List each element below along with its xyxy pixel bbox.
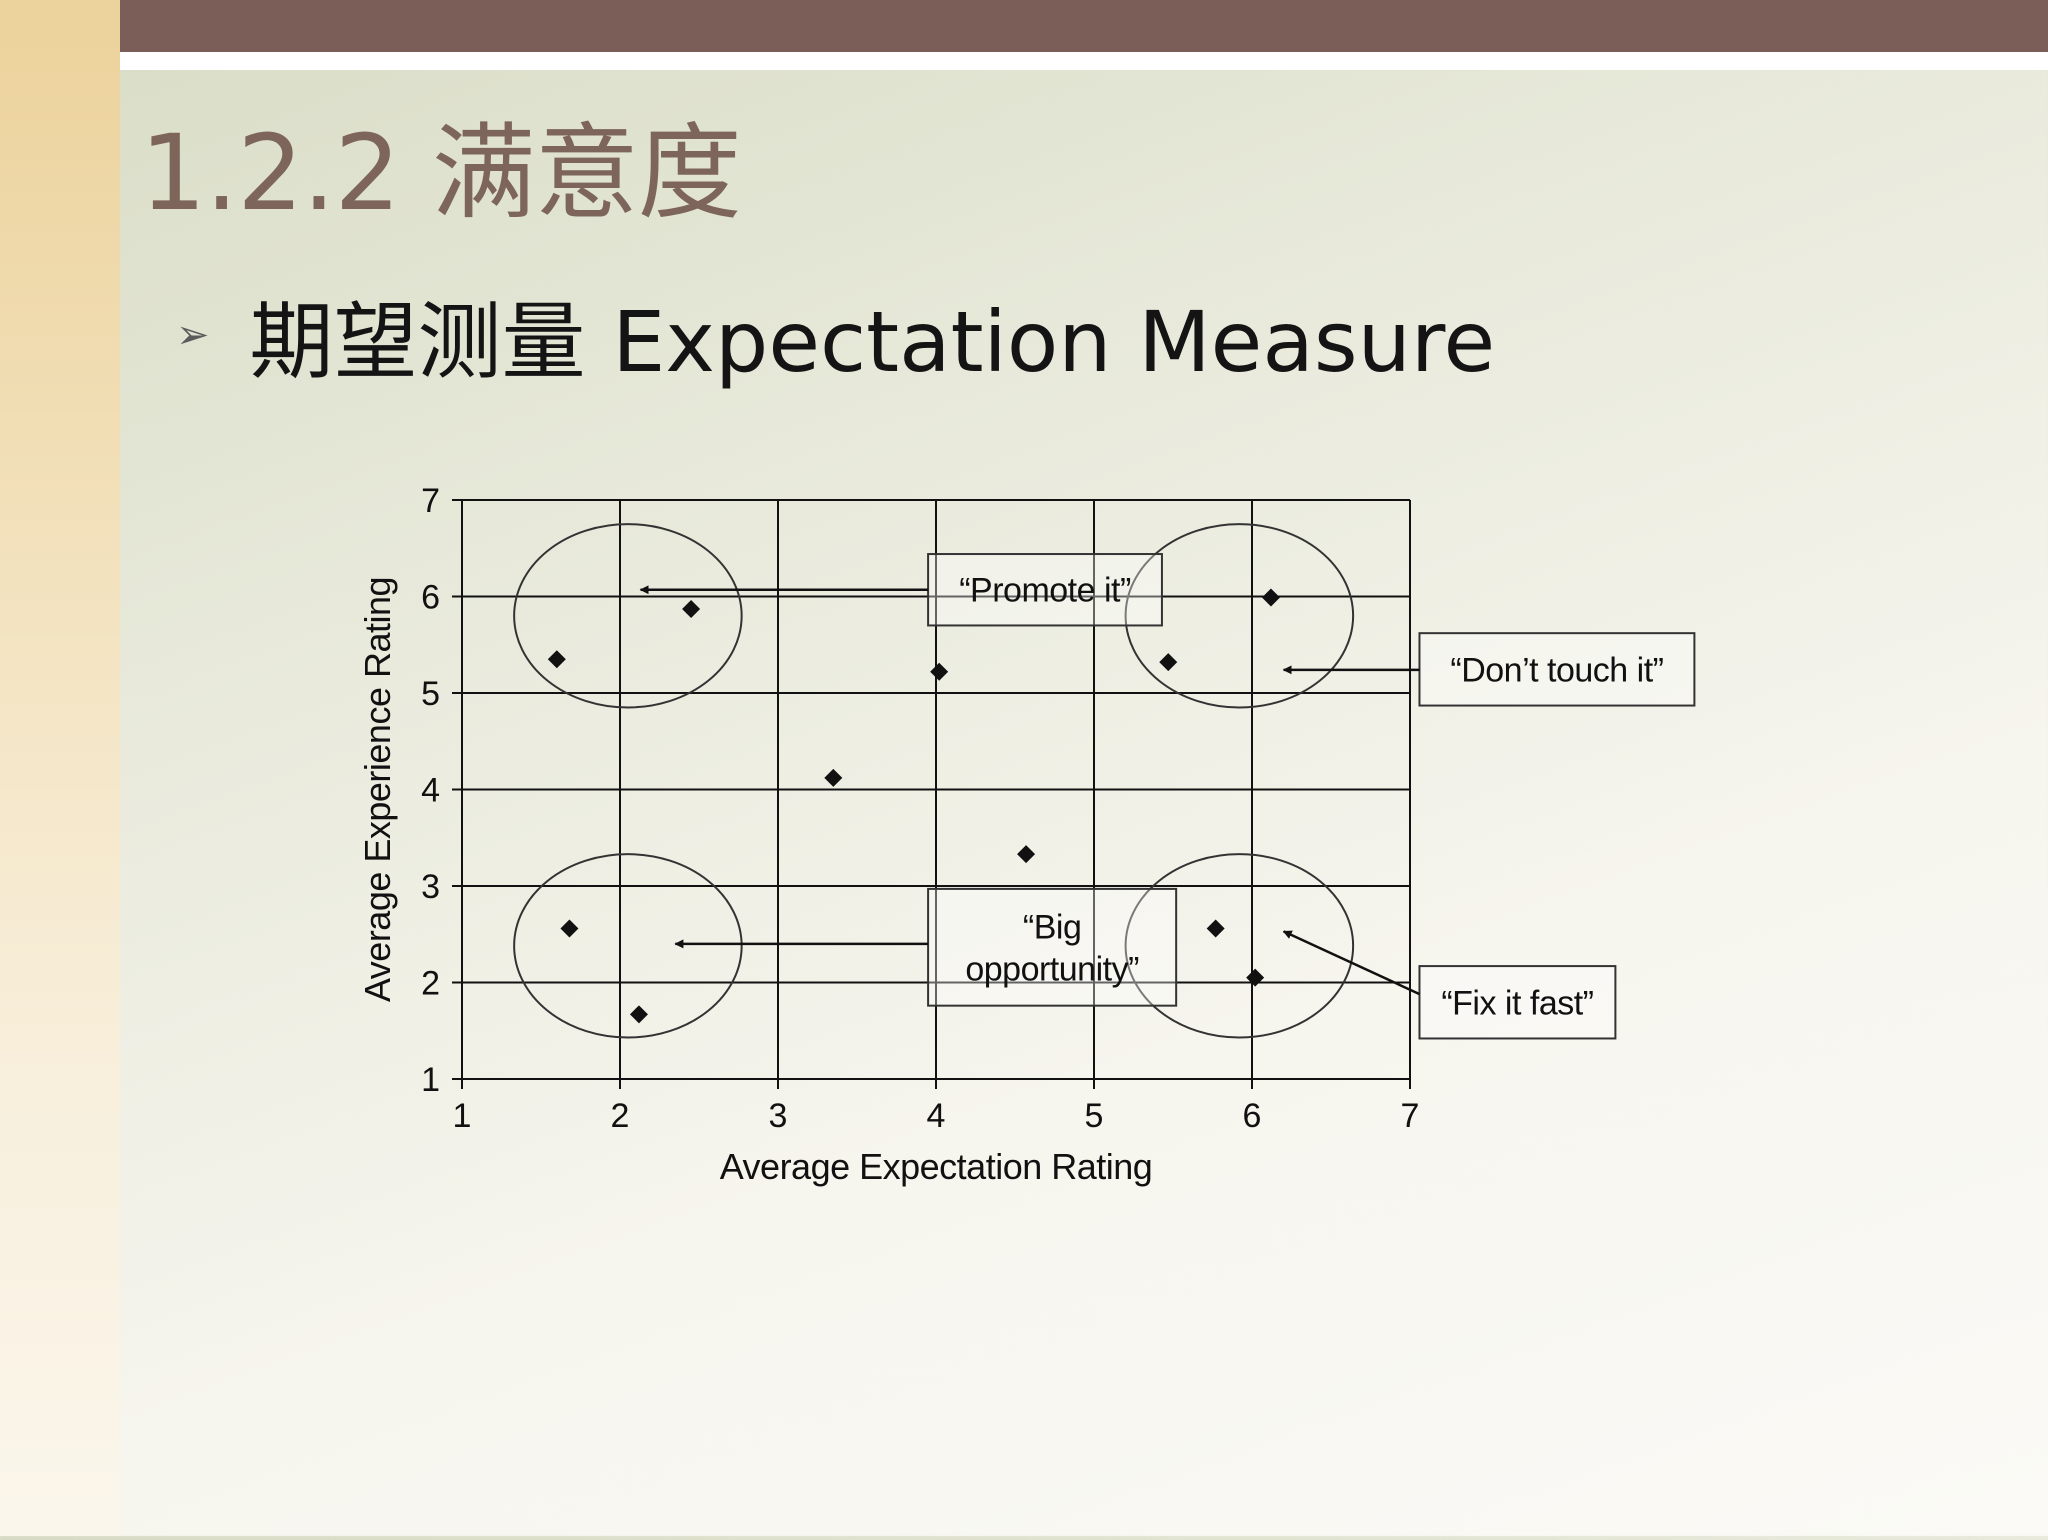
data-point — [547, 650, 566, 669]
y-tick-label: 1 — [421, 1061, 440, 1099]
annotation-box — [927, 553, 1163, 627]
y-axis-label: Average Experience Rating — [357, 577, 398, 1002]
left-decor-strip — [0, 0, 120, 1536]
top-accent-bar — [120, 0, 2048, 52]
bullet-arrow-icon: ➢ — [176, 312, 210, 358]
bullet-text: 期望测量 Expectation Measure — [249, 292, 1496, 391]
annotation-label: “Promote it” — [959, 572, 1131, 610]
y-tick-label: 4 — [421, 772, 440, 810]
x-tick-label: 3 — [769, 1097, 788, 1135]
annotation-label: “Fix it fast” — [1441, 984, 1593, 1022]
annotation-arrow — [1282, 930, 1421, 996]
y-tick-label: 7 — [421, 482, 440, 520]
y-tick-label: 3 — [421, 868, 440, 906]
quadrant-ellipse — [1124, 523, 1355, 709]
data-point — [824, 768, 843, 787]
x-tick-label: 5 — [1085, 1097, 1104, 1135]
x-axis-label: Average Expectation Rating — [720, 1146, 1153, 1187]
annotation-label: “Big — [1023, 908, 1081, 946]
data-point — [1261, 588, 1280, 607]
top-white-band — [120, 52, 2048, 70]
data-point — [1159, 653, 1178, 672]
data-point — [1246, 968, 1265, 987]
bullet-item: ➢ 期望测量 Expectation Measure — [176, 280, 1495, 391]
quadrant-ellipse — [513, 523, 743, 709]
x-tick-label: 6 — [1243, 1097, 1262, 1135]
x-tick-label: 1 — [453, 1097, 472, 1135]
data-points — [547, 588, 1280, 1024]
annotation-label: “Don’t touch it” — [1450, 651, 1663, 689]
y-tick-label: 6 — [421, 579, 440, 617]
data-point — [560, 919, 579, 938]
x-tick-label: 2 — [611, 1097, 630, 1135]
data-point — [930, 662, 949, 681]
axes: 1 2 3 4 5 6 7 1 2 3 4 5 6 7 — [421, 482, 1419, 1135]
quadrant-ellipse — [513, 853, 743, 1039]
slide-title: 1.2.2 满意度 — [140, 112, 742, 234]
data-point — [1017, 845, 1036, 864]
y-tick-label: 2 — [421, 965, 440, 1003]
quadrant-ellipses — [513, 523, 1355, 1039]
x-tick-label: 7 — [1401, 1097, 1420, 1135]
annotation-box — [1418, 965, 1617, 1040]
annotation-box — [1418, 632, 1696, 707]
y-tick-label: 5 — [421, 675, 440, 713]
data-point — [1206, 919, 1225, 938]
x-tick-label: 4 — [927, 1097, 946, 1135]
quadrant-ellipse — [1124, 853, 1355, 1039]
annotation-label: opportunity” — [965, 950, 1139, 988]
data-point — [629, 1005, 648, 1024]
annotation-box — [927, 887, 1178, 1007]
axis-labels: Average Expectation Rating Average Experi… — [357, 577, 1153, 1187]
annotations: “Promote it” “Don’t touch it” “Big opportun… — [639, 553, 1696, 1040]
data-point — [682, 600, 701, 619]
